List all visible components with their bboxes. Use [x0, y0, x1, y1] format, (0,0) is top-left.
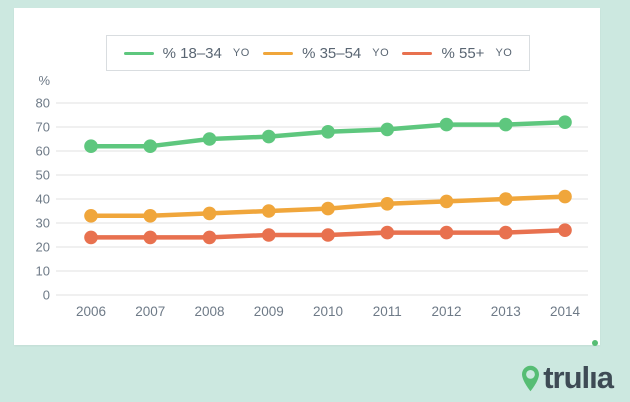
data-point	[558, 223, 572, 237]
legend-item-1: % 35–54 yo	[263, 45, 389, 62]
data-point	[261, 204, 276, 218]
legend-label: % 35–54	[302, 44, 362, 62]
legend-label: % 55+	[441, 44, 485, 62]
map-pin-icon	[522, 365, 540, 392]
logo-text-pre: trul	[543, 360, 590, 395]
x-tick-label: 2013	[491, 304, 521, 319]
data-point	[498, 117, 513, 132]
data-point	[321, 201, 335, 216]
data-point	[202, 206, 217, 221]
y-tick-label: 30	[36, 216, 50, 231]
legend-item-0: % 18–34 yo	[123, 44, 250, 62]
legend-label: % 18–34	[162, 44, 222, 62]
chart-card: 0 10 20 30 40 50 60 70 80% 2006 2007 2008 2009 2010 20…	[14, 8, 600, 345]
data-point	[321, 228, 335, 242]
y-tick-label: 40	[36, 192, 50, 207]
data-point	[84, 139, 98, 153]
y-axis-label: %	[38, 73, 50, 88]
y-tick-label: 0	[43, 288, 50, 303]
x-tick-label: 2012	[431, 304, 461, 319]
legend-swatch	[263, 51, 294, 55]
logo-text-post: a	[596, 360, 614, 395]
data-point	[439, 117, 454, 132]
trulia-logo-text: trul ı a	[543, 339, 614, 395]
legend-label-suffix: yo	[372, 47, 390, 59]
data-point	[202, 132, 217, 146]
legend-item-2: % 55+ yo	[402, 45, 512, 62]
x-tick-label: 2010	[313, 304, 343, 319]
x-tick-label: 2007	[135, 304, 165, 319]
data-point	[558, 189, 572, 204]
legend-label-suffix: yo	[495, 47, 513, 59]
data-point	[558, 115, 572, 129]
data-point	[380, 225, 395, 240]
data-point	[261, 228, 276, 242]
x-tick-label: 2009	[254, 304, 284, 319]
chart-legend: % 18–34 yo % 35–54 yo % 55+ yo	[106, 35, 530, 71]
y-tick-label: 60	[36, 144, 50, 159]
data-point	[380, 122, 395, 137]
data-point	[321, 125, 335, 139]
data-point	[439, 194, 454, 209]
legend-swatch	[402, 51, 433, 55]
data-point	[84, 230, 98, 245]
x-tick-label: 2008	[194, 304, 224, 319]
x-tick-label: 2011	[373, 304, 402, 319]
data-point	[498, 192, 513, 206]
line-chart: 0 10 20 30 40 50 60 70 80% 2006 2007 2008 2009 2010 20…	[36, 73, 588, 319]
data-point	[202, 230, 217, 245]
trulia-logo: trul ı a	[522, 339, 614, 395]
y-tick-label: 70	[36, 120, 50, 135]
y-tick-label: 20	[36, 240, 50, 255]
data-point	[143, 230, 158, 245]
y-tick-label: 80	[36, 96, 50, 111]
data-point	[261, 129, 276, 144]
data-point	[143, 209, 158, 223]
y-tick-label: 10	[36, 264, 50, 279]
x-tick-label: 2014	[550, 304, 581, 319]
data-point	[380, 197, 395, 211]
data-point	[84, 209, 98, 223]
data-point	[143, 139, 158, 153]
y-tick-label: 50	[36, 168, 50, 183]
logo-letter-i: ı	[589, 339, 598, 395]
data-point	[498, 225, 513, 240]
legend-swatch	[123, 51, 154, 55]
logo-i-dot	[591, 339, 598, 346]
data-point	[439, 225, 454, 240]
logo-i-stem: ı	[589, 360, 598, 395]
legend-label-suffix: yo	[232, 47, 250, 59]
x-tick-label: 2006	[76, 304, 106, 319]
